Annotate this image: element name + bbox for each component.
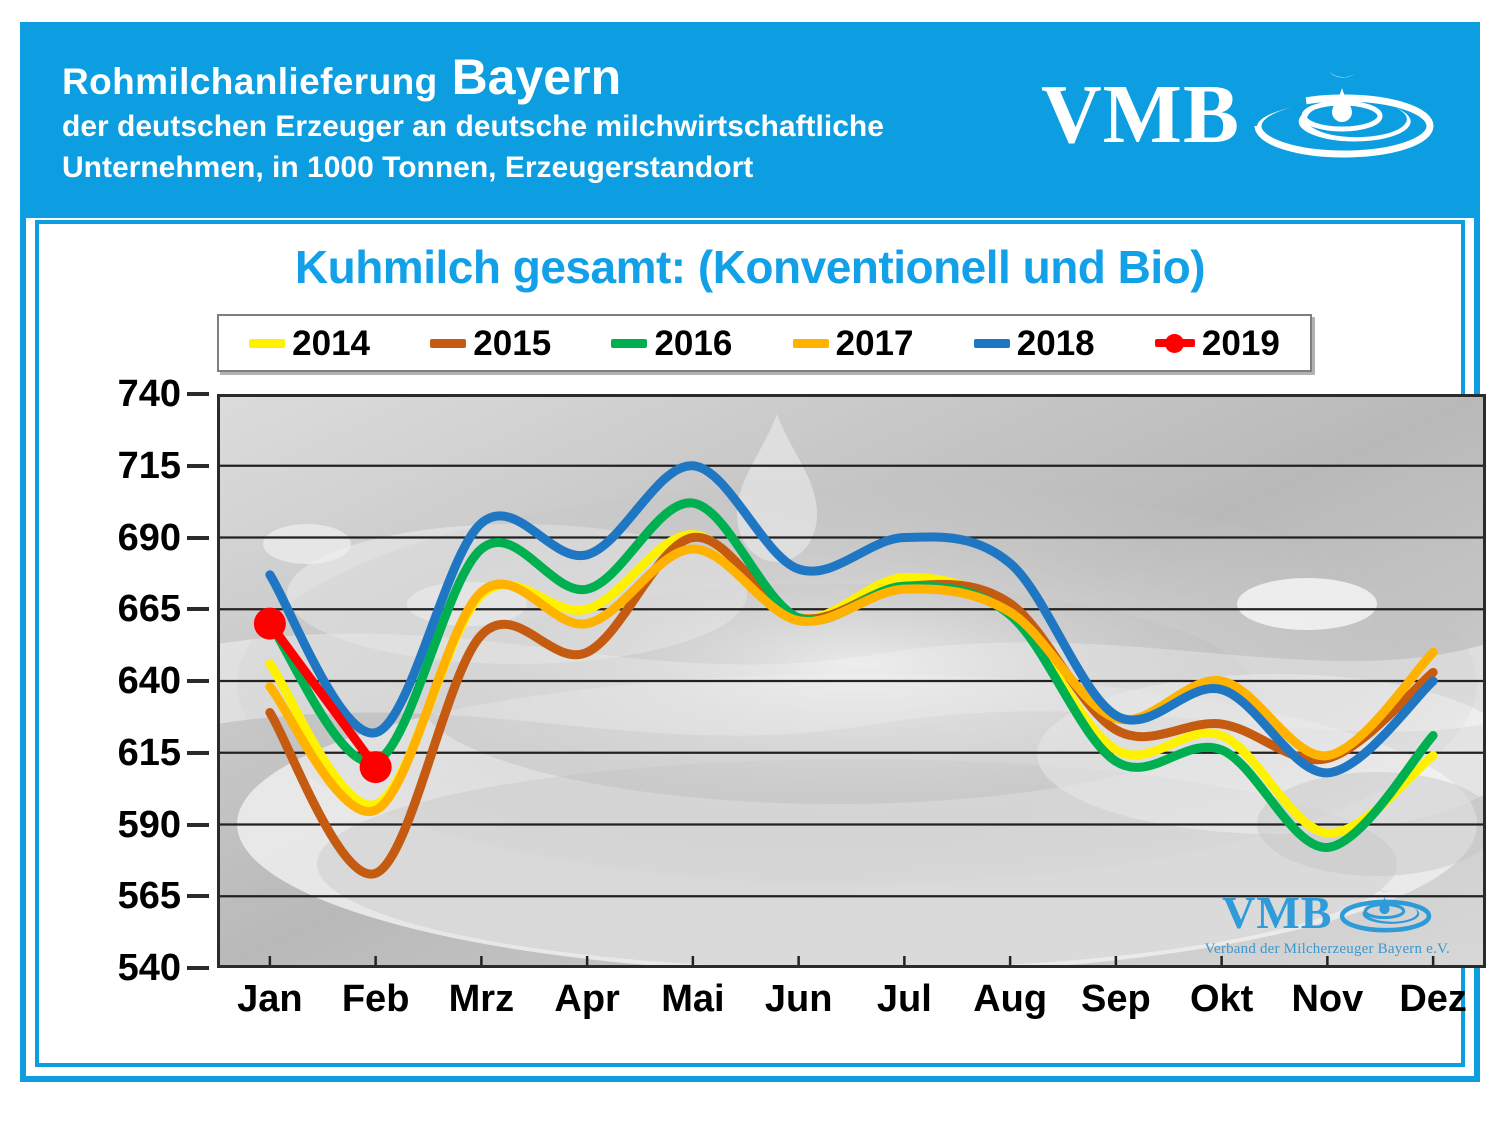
legend-swatch-2017 — [792, 338, 829, 348]
y-tick-label: 665 — [117, 588, 181, 631]
legend-label-2016: 2016 — [654, 323, 733, 363]
y-tick-mark — [187, 392, 209, 396]
x-axis: Jan Feb Mrz Apr Mai Jun Jul Aug Sep Okt Nov Dez — [217, 980, 1486, 1040]
x-tick-label-mai: Mai — [661, 978, 725, 1020]
legend-item-2016[interactable]: 2016 — [611, 326, 732, 361]
y-tick-mark — [187, 679, 209, 683]
legend-marker-2019 — [1154, 333, 1195, 353]
y-tick-label: 615 — [117, 731, 181, 774]
y-tick-mark — [187, 607, 209, 612]
y-tick-label: 740 — [117, 373, 181, 415]
y-tick-mark — [187, 894, 209, 899]
legend-label-2015: 2015 — [473, 323, 552, 363]
plot-area: VMB Verband der Milcherzeuger Bayern e — [217, 394, 1486, 968]
legend-swatch-2014 — [249, 338, 286, 348]
x-tick-label-okt: Okt — [1189, 978, 1254, 1020]
series-point-2019 — [253, 607, 286, 640]
x-tick-label-dez: Dez — [1399, 978, 1467, 1020]
legend-item-2019[interactable]: 2019 — [1154, 323, 1280, 363]
header-title-line: Rohmilchanlieferung Bayern — [62, 52, 884, 102]
legend-label-2017: 2017 — [835, 323, 914, 363]
y-tick-label: 715 — [117, 444, 181, 487]
header-subtitle-2: Unternehmen, in 1000 Tonnen, Erzeugersta… — [62, 150, 754, 184]
header-subtitle-1: der deutschen Erzeuger an deutsche milch… — [62, 110, 884, 143]
chart-title: Kuhmilch gesamt: (Konventionell und Bio) — [294, 241, 1206, 293]
series-line-2018 — [265, 461, 1438, 778]
legend-label-2018: 2018 — [1016, 323, 1095, 363]
y-axis: 740 715 690 665 640 615 590 565 540 — [39, 375, 209, 987]
milk-drop-ripple-icon — [1246, 66, 1436, 167]
y-tick-label: 690 — [117, 516, 181, 559]
x-tick-label-sep: Sep — [1081, 978, 1151, 1020]
header-title-prefix: Rohmilchanlieferung — [62, 61, 438, 102]
x-tick-label-mrz: Mrz — [448, 978, 515, 1020]
legend-swatch-2018 — [973, 338, 1010, 348]
y-tick-mark — [187, 750, 209, 755]
series-point-2019 — [359, 751, 392, 784]
x-tick-label-jan: Jan — [237, 978, 303, 1020]
y-tick-label: 565 — [117, 875, 181, 918]
x-tick-label-apr: Apr — [554, 978, 620, 1020]
header-title-region: Bayern — [451, 49, 622, 105]
legend-item-2015[interactable]: 2015 — [430, 326, 551, 361]
outer-frame: Rohmilchanlieferung Bayern der deutschen … — [20, 22, 1486, 1082]
chart-legend: 2014 2015 2016 2017 2018 2019 — [217, 314, 1312, 372]
header-text-block: Rohmilchanlieferung Bayern der deutschen … — [62, 52, 884, 184]
series-line-2017 — [265, 544, 1438, 816]
x-tick-label-nov: Nov — [1291, 978, 1364, 1020]
vmb-logo: VMB — [1041, 64, 1436, 167]
x-tick-label-aug: Aug — [973, 978, 1048, 1020]
x-tick-label-jul: Jul — [876, 978, 932, 1020]
vmb-logo-text: VMB — [1041, 68, 1240, 162]
legend-swatch-2016 — [611, 338, 648, 348]
legend-swatch-2015 — [430, 338, 467, 348]
legend-item-2017[interactable]: 2017 — [792, 323, 914, 363]
y-tick-label: 540 — [117, 947, 181, 989]
y-tick-label: 590 — [117, 803, 181, 846]
y-tick-mark — [187, 822, 209, 827]
y-tick-mark — [187, 463, 209, 468]
x-tick-label-jun: Jun — [764, 978, 833, 1020]
legend-label-2014: 2014 — [292, 323, 371, 363]
y-tick-mark — [187, 966, 209, 970]
y-tick-label: 640 — [117, 660, 181, 702]
chart-canvas — [217, 394, 1486, 968]
x-tick-label-feb: Feb — [341, 978, 410, 1020]
series-line-2019 — [265, 619, 381, 772]
legend-label-2019: 2019 — [1201, 323, 1280, 363]
header-band: Rohmilchanlieferung Bayern der deutschen … — [26, 28, 1474, 218]
chart-card: Kuhmilch gesamt: (Konventionell und Bio)… — [35, 220, 1486, 1067]
y-tick-mark — [187, 535, 209, 540]
legend-item-2018[interactable]: 2018 — [973, 323, 1095, 363]
legend-item-2014[interactable]: 2014 — [249, 326, 370, 361]
